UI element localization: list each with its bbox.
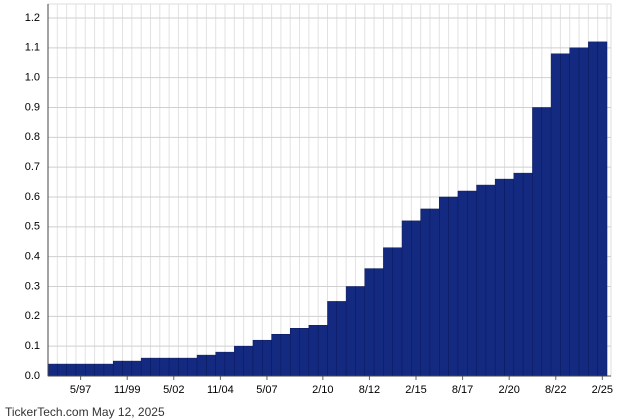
- bar: [513, 172, 524, 377]
- bar: [140, 357, 151, 377]
- y-tick-label: 0.8: [25, 131, 40, 143]
- x-tick-label: 2/10: [312, 384, 333, 396]
- y-tick-label: 0.5: [25, 221, 40, 233]
- bar: [588, 41, 598, 377]
- bar: [215, 351, 226, 377]
- bar: [280, 333, 291, 377]
- bar: [448, 196, 459, 377]
- y-tick-label: 0.1: [25, 340, 40, 352]
- bar: [355, 286, 366, 377]
- bar: [541, 107, 552, 377]
- bar: [168, 357, 179, 377]
- bar: [234, 345, 244, 377]
- x-tick-label: 8/12: [359, 384, 380, 396]
- x-tick-label: 11/99: [114, 384, 141, 396]
- bar: [504, 178, 515, 377]
- bar: [178, 357, 189, 377]
- footer: TickerTech.com May 12, 2025: [5, 405, 165, 419]
- bar: [66, 363, 77, 377]
- x-tick-label: 8/17: [452, 384, 473, 396]
- y-tick-label: 0.7: [25, 161, 40, 173]
- bar: [569, 47, 580, 377]
- y-tick-label: 0.9: [25, 101, 40, 113]
- x-tick-label: 11/04: [207, 384, 234, 396]
- bar: [85, 363, 95, 377]
- bar: [327, 301, 338, 377]
- y-tick-label: 0.2: [25, 310, 40, 322]
- y-tick-label: 1.1: [25, 42, 40, 54]
- bar: [47, 363, 58, 377]
- bar: [485, 184, 496, 377]
- x-tick-label: 8/22: [545, 384, 566, 396]
- bar: [597, 41, 608, 377]
- bar: [578, 47, 589, 377]
- x-tick-label: 5/07: [256, 384, 277, 396]
- bar: [392, 247, 403, 377]
- x-tick-label: 5/02: [163, 384, 184, 396]
- bar: [429, 208, 440, 377]
- bar: [336, 301, 347, 377]
- y-tick-label: 0.3: [25, 280, 40, 292]
- y-tick-label: 1.2: [25, 12, 40, 24]
- y-tick-label: 0.6: [25, 191, 40, 203]
- x-tick-label: 2/25: [592, 384, 613, 396]
- bar: [131, 360, 142, 377]
- bar: [308, 325, 319, 377]
- y-tick-label: 0.4: [25, 251, 40, 263]
- x-tick-label: 2/15: [405, 384, 426, 396]
- bar: [401, 220, 412, 377]
- bar: [383, 247, 393, 377]
- bar: [94, 363, 105, 377]
- bar: [243, 345, 254, 377]
- bar: [122, 360, 133, 377]
- bar: [252, 339, 263, 377]
- bar: [187, 357, 198, 377]
- bar: [494, 178, 505, 377]
- bar: [560, 53, 570, 377]
- bar: [57, 363, 67, 377]
- bar: [373, 268, 384, 377]
- y-tick-label: 1.0: [25, 72, 40, 84]
- bar: [457, 190, 468, 377]
- bar: [196, 354, 207, 377]
- bar: [206, 354, 216, 377]
- bar: [150, 357, 161, 377]
- bar: [262, 339, 272, 377]
- bar: [112, 360, 123, 377]
- bar: [476, 184, 487, 377]
- bar: [467, 190, 477, 377]
- bar: [299, 328, 310, 377]
- x-tick-label: 5/97: [70, 384, 91, 396]
- bar: [103, 363, 114, 377]
- bar: [289, 328, 300, 377]
- bar: [271, 333, 282, 377]
- bar: [159, 357, 170, 377]
- bar: [317, 325, 328, 377]
- y-tick-label: 0.0: [25, 370, 40, 382]
- bar: [439, 196, 449, 377]
- bar: [522, 172, 533, 377]
- bar: [532, 107, 543, 377]
- bar: [420, 208, 431, 377]
- x-tick-label: 2/20: [498, 384, 519, 396]
- bar: [224, 351, 235, 377]
- bar: [411, 220, 421, 377]
- bar: [345, 286, 356, 377]
- bar: [550, 53, 561, 377]
- bar: [75, 363, 86, 377]
- bar: [364, 268, 375, 377]
